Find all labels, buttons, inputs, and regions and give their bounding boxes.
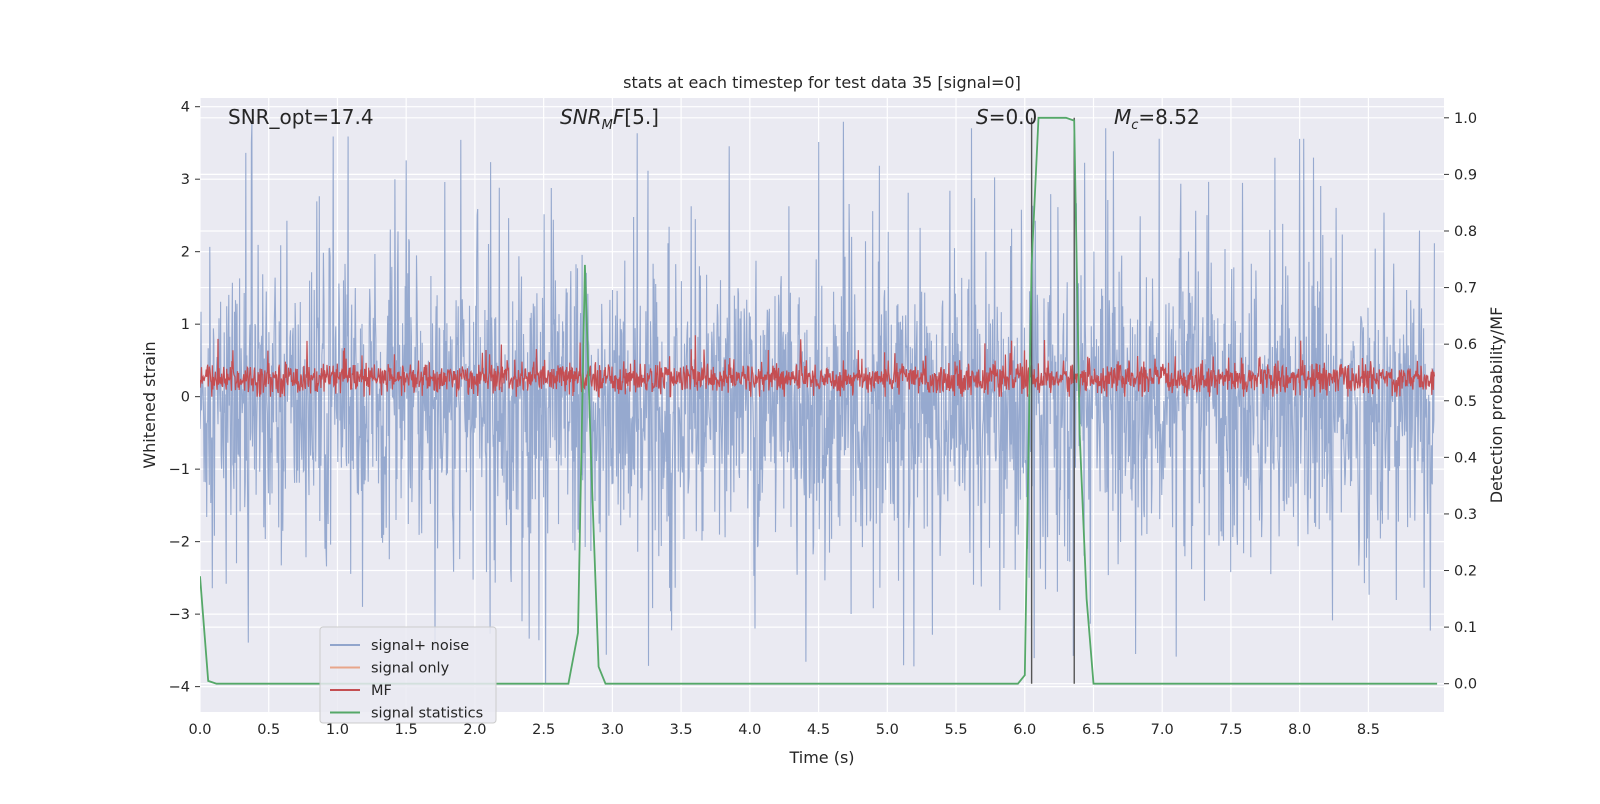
y-tick-label-right: 0.2 — [1454, 564, 1477, 580]
x-tick-label: 4.5 — [807, 722, 830, 738]
x-axis-label: Time (s) — [788, 748, 854, 767]
chart-title: stats at each timestep for test data 35 … — [623, 73, 1021, 92]
annotation-snr-mf: SNRMF[5.] — [560, 105, 659, 133]
legend: signal+ noise signal only MF signal statist… — [319, 626, 497, 724]
y-tick-label-right: 0.1 — [1454, 620, 1477, 636]
y-tick-label-right: 0.6 — [1454, 337, 1477, 353]
legend-label: MF — [371, 683, 392, 699]
annotation-s: S=0.0 — [976, 105, 1037, 129]
series-mf — [200, 335, 1435, 398]
x-tick-label: 5.0 — [876, 722, 899, 738]
y-tick-label-left: −3 — [169, 607, 190, 623]
x-ticks: 0.0 0.5 1.0 1.5 2.0 2.5 3.0 3.5 4.0 4.5 5.0 5.5 6.0 6… — [188, 722, 1379, 738]
y-axis-label-left: Whitened strain — [140, 341, 159, 468]
y-tick-label-right: 0.3 — [1454, 507, 1477, 523]
annotation-mc-value: =8.52 — [1138, 105, 1199, 129]
x-tick-label: 6.0 — [1013, 722, 1036, 738]
y-tick-label-right: 0.5 — [1454, 394, 1477, 410]
x-tick-label: 7.5 — [1219, 722, 1242, 738]
y-tick-label-right: 0.8 — [1454, 224, 1477, 240]
x-tick-label: 4.0 — [738, 722, 761, 738]
legend-label: signal only — [371, 661, 450, 677]
x-tick-label: 8.0 — [1288, 722, 1311, 738]
y-ticks-right: 0.0 0.1 0.2 0.3 0.4 0.5 0.6 0.7 0.8 0.9 1.0 — [1444, 111, 1477, 693]
x-tick-label: 7.0 — [1151, 722, 1174, 738]
y-tick-label-right: 0.7 — [1454, 281, 1477, 297]
y-tick-label-left: −1 — [169, 462, 190, 478]
y-ticks-left: −4 −3 −2 −1 0 1 2 3 4 — [169, 100, 200, 696]
annotation-mc: Mc=8.52 — [1114, 105, 1200, 133]
y-tick-label-left: 1 — [181, 317, 190, 333]
y-tick-label-right: 0.0 — [1454, 677, 1477, 693]
y-tick-label-left: 0 — [181, 390, 190, 406]
x-tick-label: 1.0 — [326, 722, 349, 738]
x-tick-label: 6.5 — [1082, 722, 1105, 738]
y-tick-label-right: 0.9 — [1454, 167, 1477, 183]
y-tick-label-right: 0.4 — [1454, 450, 1477, 466]
annotation-snr-opt: SNR_opt=17.4 — [228, 105, 374, 129]
x-tick-label: 3.5 — [670, 722, 693, 738]
y-axis-label-right: Detection probability/MF — [1487, 307, 1506, 504]
x-tick-label: 8.5 — [1357, 722, 1380, 738]
x-tick-label: 1.5 — [395, 722, 418, 738]
series-signal-statistics — [200, 116, 1438, 685]
x-tick-label: 0.5 — [257, 722, 280, 738]
series-layer — [200, 116, 1438, 685]
y-tick-label-left: 2 — [181, 245, 190, 261]
x-tick-label: 2.0 — [463, 722, 486, 738]
y-tick-label-right: 1.0 — [1454, 111, 1477, 127]
x-tick-label: 2.5 — [532, 722, 555, 738]
legend-frame — [319, 626, 497, 724]
legend-label: signal+ noise — [371, 638, 469, 654]
y-tick-label-left: −4 — [169, 680, 190, 696]
y-tick-label-left: 4 — [181, 100, 190, 116]
x-tick-label: 5.5 — [944, 722, 967, 738]
annotation-s-value: =0.0 — [989, 105, 1038, 129]
x-tick-label: 3.0 — [601, 722, 624, 738]
series-signal-noise — [200, 121, 1435, 685]
annotation-snr-mf-value: [5.] — [624, 105, 659, 129]
x-tick-label: 0.0 — [188, 722, 211, 738]
y-tick-label-left: 3 — [181, 172, 190, 188]
y-tick-label-left: −2 — [169, 535, 190, 551]
legend-label: signal statistics — [371, 706, 483, 722]
